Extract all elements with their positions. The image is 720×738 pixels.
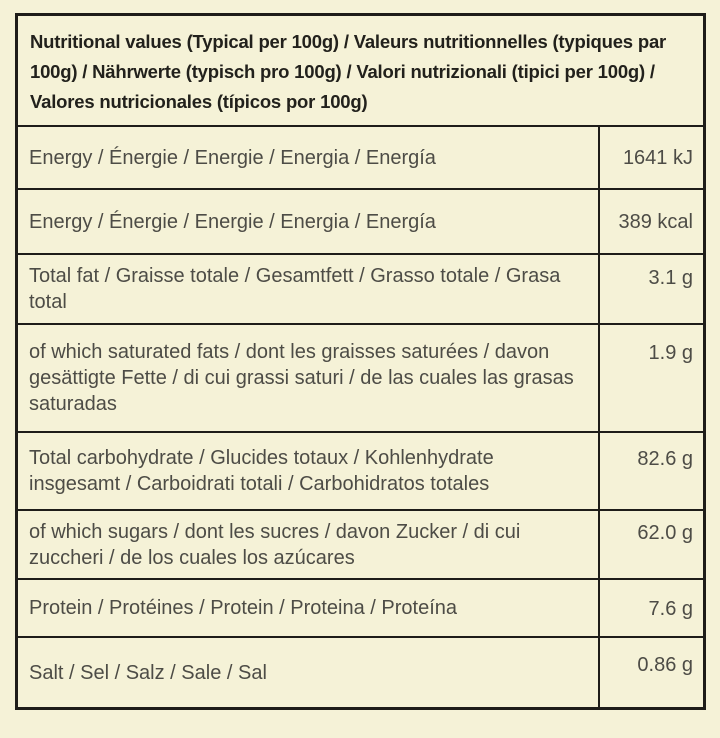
row-salt: Salt / Sel / Salz / Sale / Sal 0.86 g [18, 636, 703, 707]
row-label: of which sugars / dont les sucres / davo… [29, 520, 521, 569]
label-cell: of which sugars / dont les sucres / davo… [18, 511, 600, 578]
label-cell: Total carbohydrate / Glucides totaux / K… [18, 433, 600, 509]
row-label: Protein / Protéines / Protein / Proteina… [29, 597, 458, 619]
row-label: Total fat / Graisse totale / Gesamtfett … [29, 265, 561, 313]
value-cell: 389 kcal [618, 211, 694, 233]
label-cell: Energy / Énergie / Energie / Energia / E… [18, 127, 600, 188]
row-saturated-fats: of which saturated fats / dont les grais… [18, 323, 703, 431]
table-header: Nutritional values (Typical per 100g) / … [18, 16, 703, 125]
row-sugars: of which sugars / dont les sucres / davo… [18, 509, 703, 578]
value-cell: 0.86 g [637, 654, 693, 676]
value-cell: 82.6 g [637, 448, 693, 470]
row-label: Salt / Sel / Salz / Sale / Sal [29, 661, 267, 684]
value-cell: 62.0 g [637, 522, 693, 544]
row-label: Energy / Énergie / Energie / Energia / E… [29, 146, 436, 169]
row-label: Energy / Énergie / Energie / Energia / E… [29, 210, 436, 233]
row-protein: Protein / Protéines / Protein / Proteina… [18, 578, 703, 636]
row-carbohydrate: Total carbohydrate / Glucides totaux / K… [18, 431, 703, 509]
label-cell: of which saturated fats / dont les grais… [18, 325, 600, 431]
value-cell: 7.6 g [648, 598, 693, 620]
value-cell: 1641 kJ [622, 147, 693, 169]
row-label: of which saturated fats / dont les grais… [29, 341, 574, 415]
label-cell: Energy / Énergie / Energie / Energia / E… [18, 190, 600, 253]
label-cell: Salt / Sel / Salz / Sale / Sal [18, 638, 600, 707]
row-label: Total carbohydrate / Glucides totaux / K… [29, 447, 494, 495]
value-cell: 1.9 g [648, 342, 693, 364]
row-energy-kcal: Energy / Énergie / Energie / Energia / E… [18, 188, 703, 253]
row-total-fat: Total fat / Graisse totale / Gesamtfett … [18, 253, 703, 323]
row-energy-kj: Energy / Énergie / Energie / Energia / E… [18, 125, 703, 188]
label-cell: Total fat / Graisse totale / Gesamtfett … [18, 255, 600, 323]
value-cell: 3.1 g [648, 267, 693, 289]
table-header-text: Nutritional values (Typical per 100g) / … [30, 30, 667, 112]
nutrition-facts-table: Nutritional values (Typical per 100g) / … [15, 13, 706, 710]
label-cell: Protein / Protéines / Protein / Proteina… [18, 580, 600, 636]
